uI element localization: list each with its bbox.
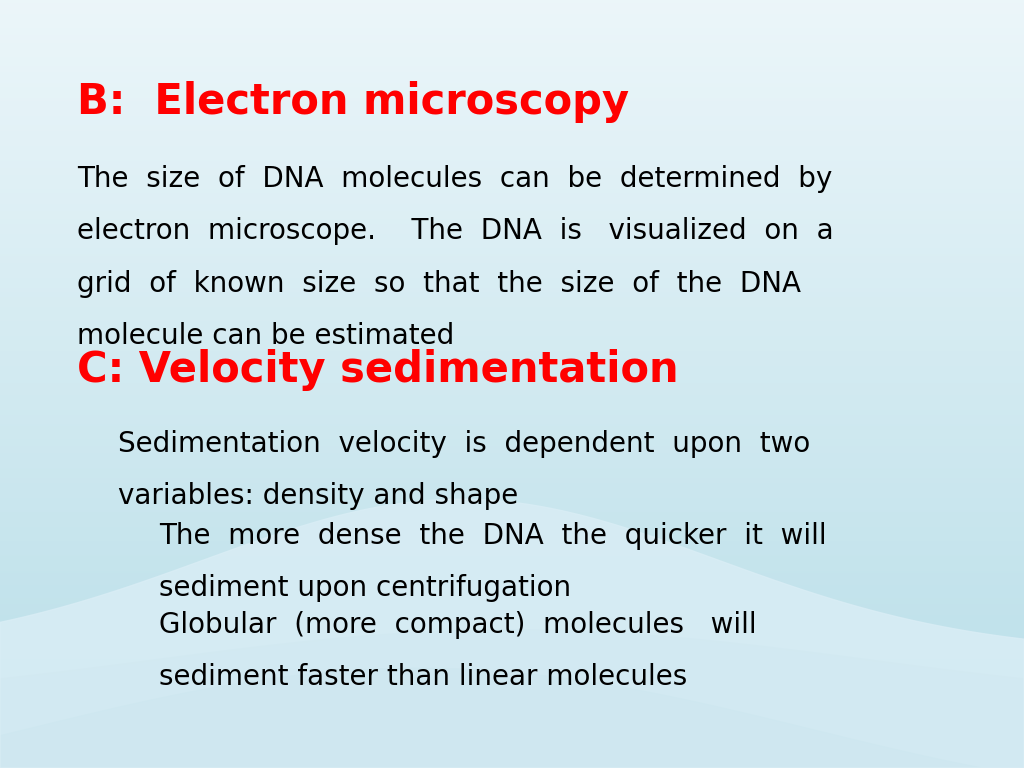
Text: sediment faster than linear molecules: sediment faster than linear molecules bbox=[159, 663, 687, 690]
Text: The  size  of  DNA  molecules  can  be  determined  by: The size of DNA molecules can be determi… bbox=[77, 165, 833, 193]
Text: C: Velocity sedimentation: C: Velocity sedimentation bbox=[77, 349, 679, 392]
Polygon shape bbox=[0, 668, 1024, 768]
Text: Globular  (more  compact)  molecules   will: Globular (more compact) molecules will bbox=[159, 611, 757, 638]
Text: molecule can be estimated: molecule can be estimated bbox=[77, 322, 454, 349]
Text: variables: density and shape: variables: density and shape bbox=[118, 482, 518, 510]
Polygon shape bbox=[0, 499, 1024, 768]
Text: grid  of  known  size  so  that  the  size  of  the  DNA: grid of known size so that the size of t… bbox=[77, 270, 801, 297]
Text: electron  microscope.    The  DNA  is   visualized  on  a: electron microscope. The DNA is visualiz… bbox=[77, 217, 834, 245]
Text: sediment upon centrifugation: sediment upon centrifugation bbox=[159, 574, 570, 602]
Text: The  more  dense  the  DNA  the  quicker  it  will: The more dense the DNA the quicker it wi… bbox=[159, 522, 826, 550]
Text: B:  Electron microscopy: B: Electron microscopy bbox=[77, 81, 629, 123]
Polygon shape bbox=[0, 630, 1024, 768]
Text: Sedimentation  velocity  is  dependent  upon  two: Sedimentation velocity is dependent upon… bbox=[118, 430, 810, 458]
